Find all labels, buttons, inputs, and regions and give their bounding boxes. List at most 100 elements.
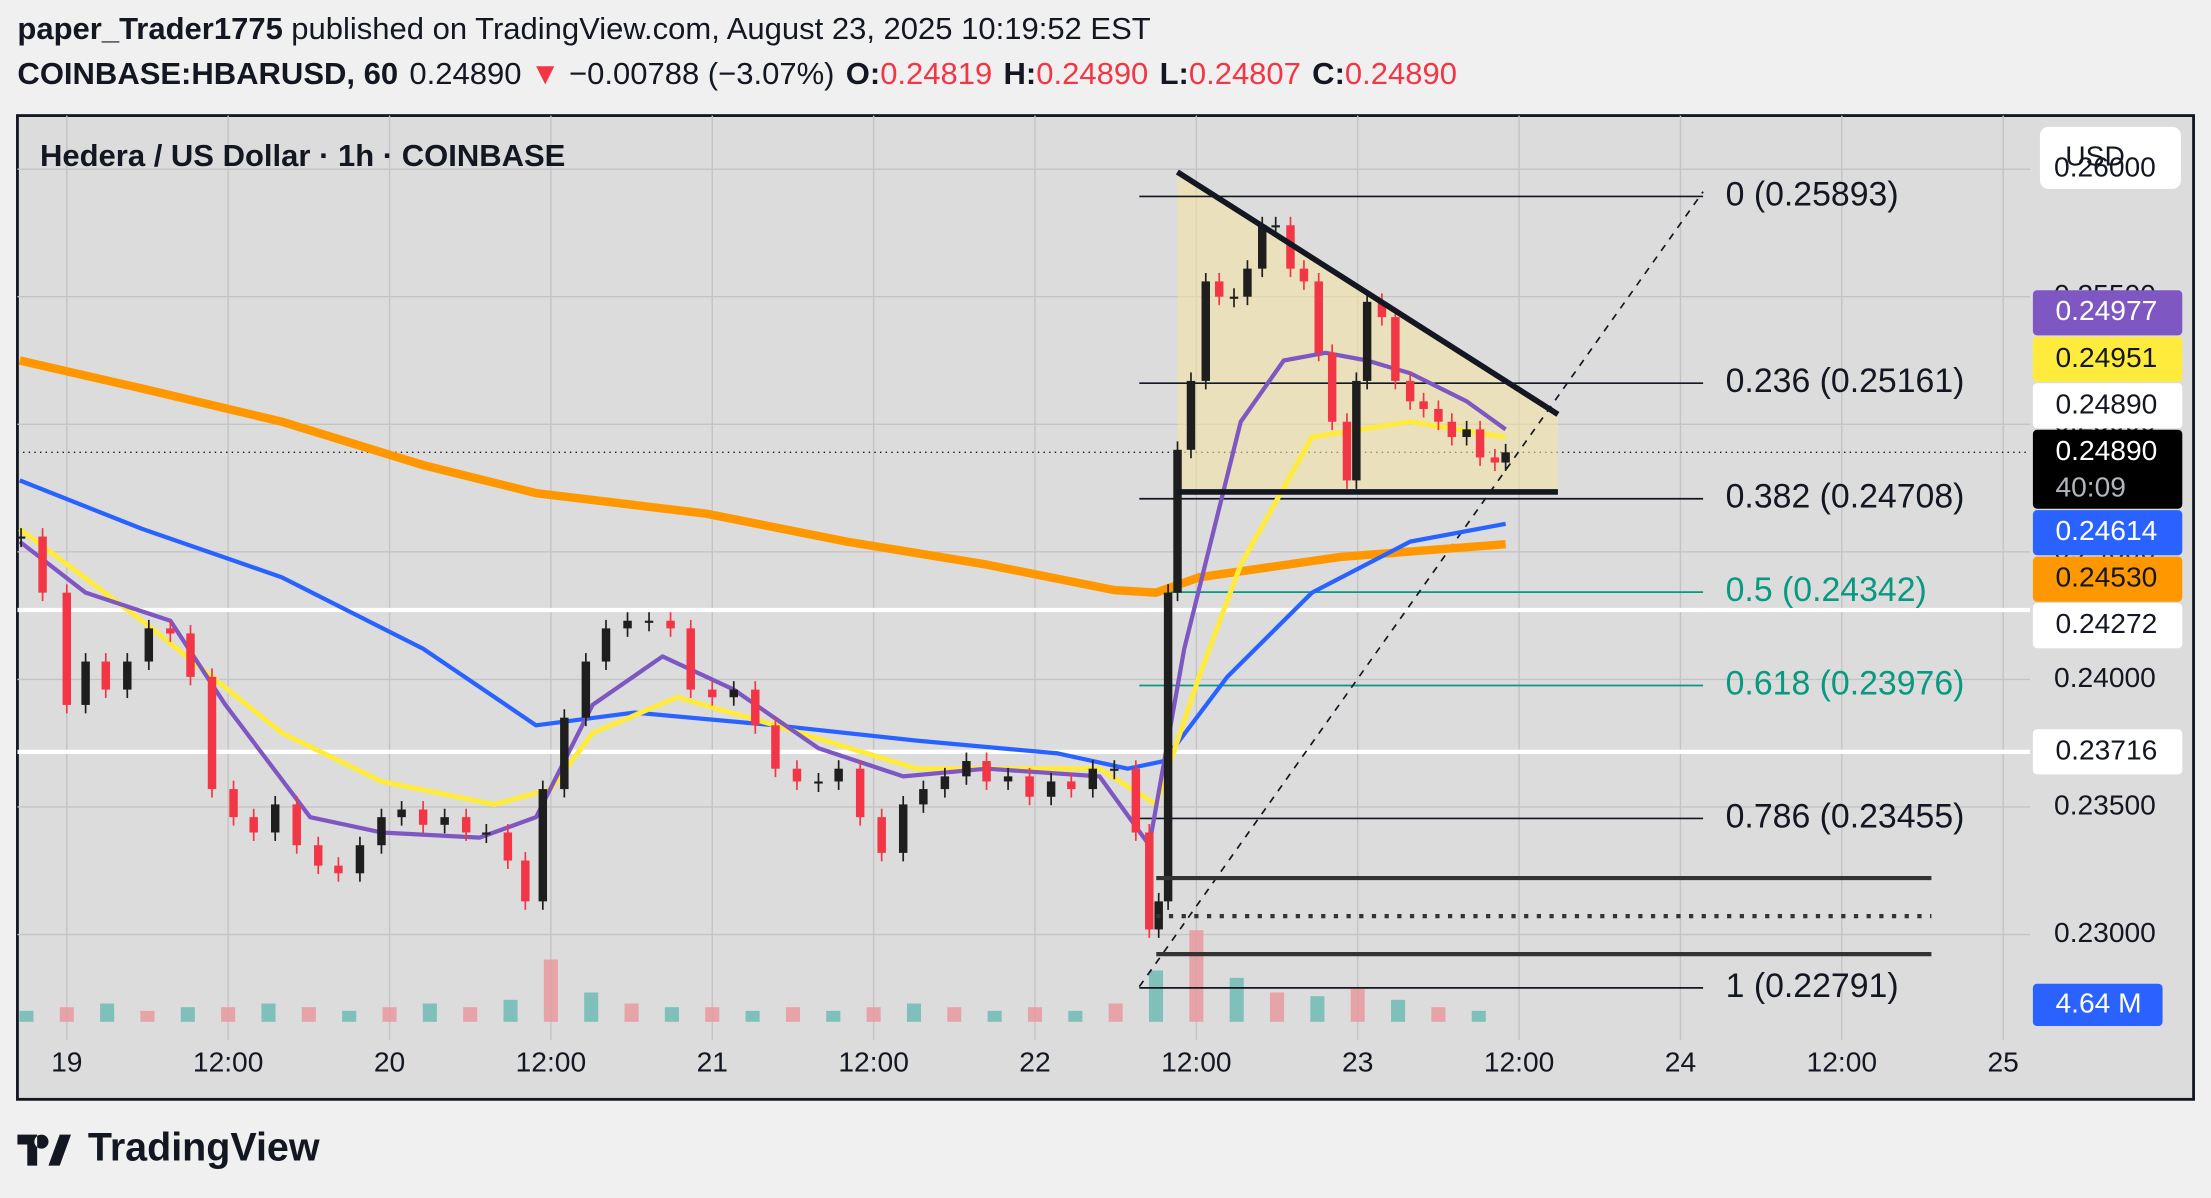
y-tick-label: 0.23000: [2054, 916, 2156, 948]
candle-body: [771, 725, 780, 769]
x-tick-label: 21: [697, 1046, 728, 1078]
candle-body: [186, 633, 195, 677]
price-badge: [2032, 429, 2183, 509]
x-tick-label: 12:00: [1161, 1046, 1232, 1078]
triangle-top: [1175, 169, 1560, 417]
published: published on TradingView.com, August 23,…: [291, 11, 1150, 46]
candle-body: [855, 768, 865, 818]
candle-body: [314, 845, 323, 866]
volume-bar: [19, 1010, 34, 1022]
candle-body: [1201, 281, 1210, 381]
volume-bar: [1431, 1007, 1446, 1022]
candle-body: [1352, 380, 1361, 481]
currency-button[interactable]: [2039, 126, 2181, 189]
candle-body: [1391, 317, 1400, 381]
fib-label: 0.382 (0.24708): [1726, 478, 1965, 516]
candle-body: [1327, 352, 1337, 422]
y-tick-label: 0.24000: [2054, 661, 2156, 693]
candle-body: [334, 865, 343, 874]
candle-body: [292, 804, 301, 846]
candle-body: [440, 817, 449, 825]
header-line-2: COINBASE:HBARUSD, 60 0.24890 ▼ −0.00788 (−3…: [17, 56, 1457, 91]
candle-body: [38, 536, 47, 593]
candle-body: [666, 620, 675, 629]
candle-body: [898, 804, 908, 853]
price-badge: [2032, 290, 2183, 336]
volume-bar: [382, 1007, 397, 1022]
candle-body: [229, 789, 238, 818]
candle-body: [1145, 832, 1154, 930]
currency[interactable]: USD: [2065, 139, 2124, 171]
x-tick-label: 12:00: [193, 1046, 264, 1078]
candle-body: [623, 620, 632, 629]
candle-body: [144, 628, 154, 662]
ohlc-value: 0.24819: [880, 56, 992, 91]
volume-bar: [59, 1007, 74, 1022]
chart-frame: [16, 114, 2195, 1101]
candle-body: [729, 689, 738, 698]
candle-body: [1163, 592, 1173, 902]
fib-label: 0.5 (0.24342): [1726, 571, 1927, 609]
volume-bar: [1229, 977, 1244, 1022]
price-badge-label: 0.24977: [2055, 294, 2157, 326]
volume-bar: [422, 1003, 437, 1022]
candle-body: [461, 817, 471, 833]
candle-body: [1299, 268, 1309, 282]
candle-body: [581, 661, 591, 718]
y-tick-label: 0.23500: [2054, 788, 2156, 820]
candle-body: [601, 628, 611, 662]
candle-body: [708, 689, 717, 698]
chart-title: Hedera / US Dollar · 1h · COINBASE: [40, 138, 565, 173]
candle-body: [1462, 429, 1471, 438]
candle-body: [814, 781, 823, 784]
candle-body: [1214, 281, 1224, 297]
volume-bar: [543, 959, 558, 1022]
candle-body: [877, 817, 886, 853]
candle-body: [962, 761, 971, 777]
price-badge: [2032, 556, 2183, 602]
candle-body: [1447, 421, 1457, 438]
candle-body: [1475, 429, 1485, 458]
price-badge: [2032, 729, 2183, 775]
volume-bar: [261, 1003, 276, 1022]
candles: [17, 216, 1510, 938]
volume-bar: [463, 1007, 478, 1022]
symbol: COINBASE:HBARUSD, 60: [17, 56, 398, 91]
candle-body: [1003, 776, 1013, 782]
x-tick-label: 12:00: [1807, 1046, 1878, 1078]
volume-bar: [1350, 988, 1365, 1022]
fib-label: 0 (0.25893): [1726, 175, 1899, 213]
candle-body: [397, 809, 406, 818]
moving-average: [18, 478, 1507, 771]
volume-bar: [100, 1003, 115, 1022]
candle-body: [101, 661, 111, 690]
candle-body: [1088, 768, 1098, 790]
author: paper_Trader1775: [17, 11, 282, 46]
volume-bar: [705, 1007, 720, 1022]
candle-body: [1377, 301, 1387, 318]
ohlc-key: H:: [1004, 56, 1037, 91]
volume-bar: [1310, 996, 1325, 1022]
volume-bar: [987, 1010, 1002, 1022]
candle-body: [1434, 408, 1443, 422]
volume-bar: [1189, 930, 1204, 1022]
candle-body: [503, 832, 513, 861]
candle-body: [377, 817, 386, 846]
candle-body: [1173, 449, 1182, 593]
volume-bar: [1391, 999, 1406, 1022]
x-tick-label: 20: [374, 1046, 405, 1078]
candle-body: [418, 809, 428, 825]
candle-body: [1271, 225, 1280, 228]
ohlc-key: C:: [1312, 56, 1345, 91]
x-tick-label: 19: [51, 1046, 82, 1078]
volume-bar: [866, 1007, 881, 1022]
tradingview-logo: [17, 1134, 71, 1166]
candle-body: [1025, 776, 1034, 797]
price-badge: [2032, 383, 2183, 429]
candle-body: [1067, 781, 1076, 790]
change: −0.00788 (−3.07%): [569, 56, 834, 91]
candle-body: [1501, 452, 1510, 463]
volume-bar: [1027, 1007, 1043, 1022]
candle-body: [1229, 296, 1239, 299]
